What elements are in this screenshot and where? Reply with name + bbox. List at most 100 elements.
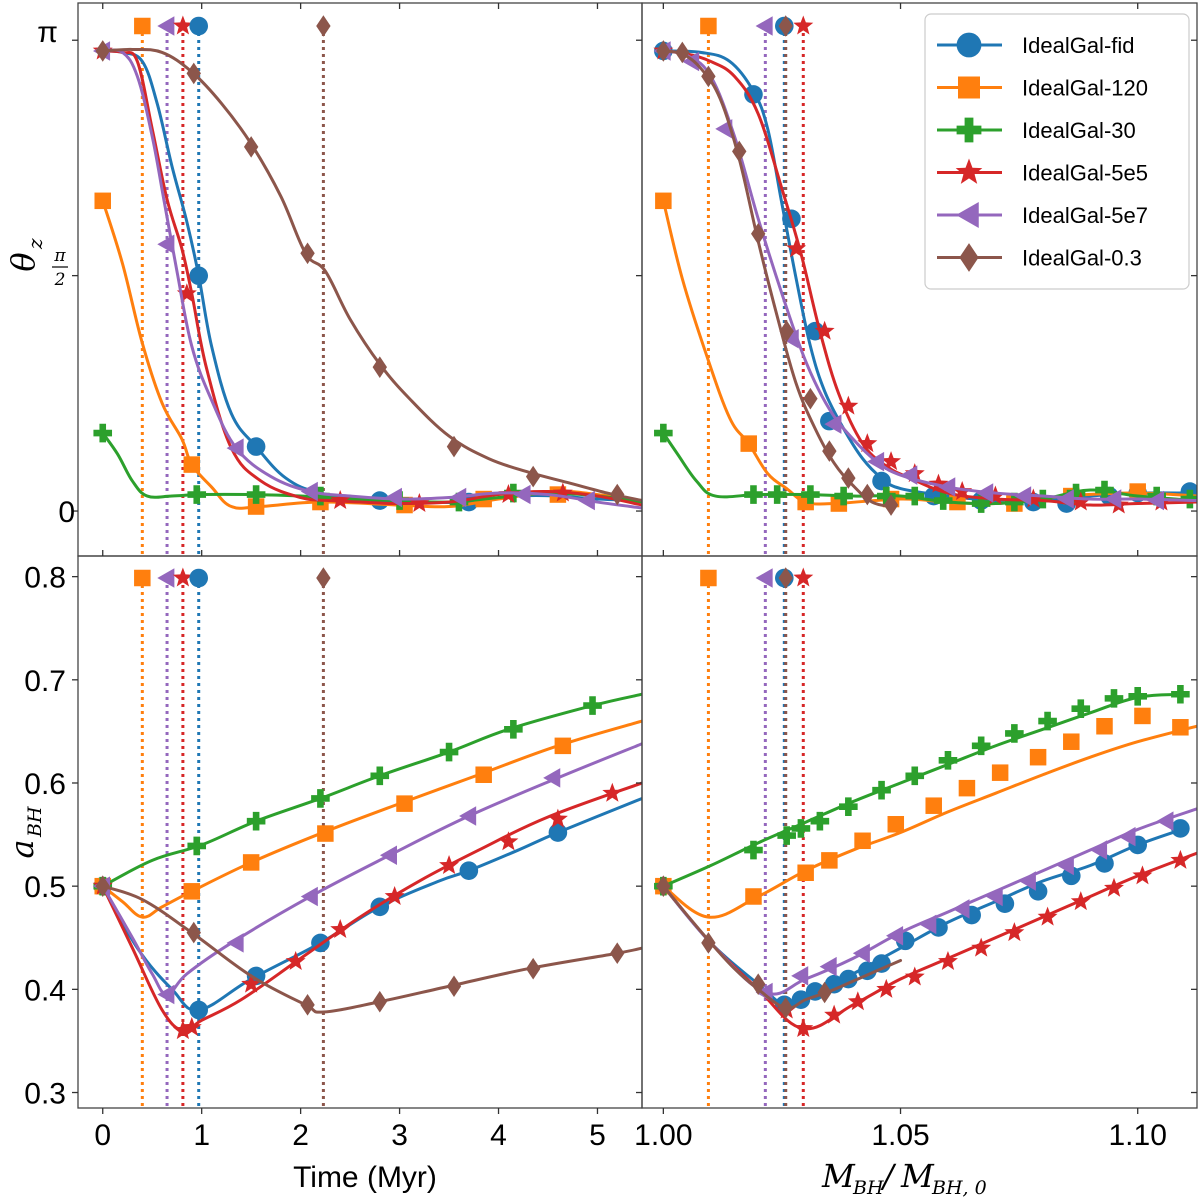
xlabel-mass-slash: /: [880, 1157, 897, 1195]
data-point-r30: [1038, 711, 1057, 731]
ytick-label-zero: 0: [58, 496, 75, 529]
series-line-r30: [661, 431, 1197, 506]
data-point-r120: [1063, 733, 1080, 750]
data-point-m5e7: [577, 490, 595, 511]
mass-xtick-labels: 1.00 1.05 1.10: [634, 1119, 1167, 1152]
data-point-r30: [744, 840, 763, 860]
merge-marker-a03: [316, 567, 331, 589]
data-point-m5e7: [1056, 489, 1074, 509]
data-point-r120: [854, 832, 871, 850]
data-point-m5e5: [876, 978, 897, 998]
data-point-m5e7: [976, 483, 994, 503]
data-point-r30: [311, 789, 330, 808]
data-point-r120: [887, 816, 905, 833]
data-point-m5e7: [852, 943, 870, 963]
data-point-r30: [876, 486, 896, 506]
data-point-r30: [504, 720, 523, 739]
ytick-label: 0.5: [24, 871, 66, 904]
data-point-fid: [744, 85, 763, 104]
data-point-a03: [186, 62, 201, 85]
data-point-r120: [317, 825, 334, 842]
data-point-m5e5: [330, 919, 351, 938]
data-point-m5e5: [928, 473, 949, 493]
data-point-fid: [189, 1000, 209, 1020]
time-xtick-labels: 0 1 2 3 4 5: [94, 1119, 605, 1152]
data-point-r120: [475, 766, 492, 783]
data-point-fid: [246, 437, 266, 456]
legend-item: IdealGal-30: [937, 117, 1136, 143]
data-point-r30: [1171, 684, 1190, 704]
data-point-m5e7: [543, 768, 561, 788]
legend-marker: [956, 117, 982, 143]
data-point-m5e7: [1056, 855, 1074, 876]
data-point-r30: [791, 819, 811, 838]
data-point-m5e7: [900, 465, 918, 485]
data-point-m5e5: [847, 991, 868, 1011]
data-point-m5e5: [786, 238, 807, 258]
merge-marker-m5e5: [793, 567, 814, 587]
data-point-r30: [905, 766, 925, 786]
data-point-r30: [1066, 483, 1086, 503]
data-point-m5e7: [1018, 871, 1036, 891]
series-line-r120: [101, 719, 642, 919]
data-point-m5e5: [1170, 849, 1191, 869]
legend-label: IdealGal-120: [1022, 76, 1148, 101]
data-point-r30: [872, 780, 891, 800]
ylabel-a-bh: a BH: [3, 806, 46, 859]
data-point-a03: [751, 973, 766, 995]
data-point-r120: [1096, 717, 1113, 735]
merge-marker-m5e7: [755, 568, 773, 588]
data-point-m5e5: [176, 283, 197, 303]
legend-item: IdealGal-5e5: [937, 158, 1148, 186]
data-point-r30: [1071, 699, 1091, 719]
data-point-m5e5: [241, 973, 262, 993]
merge-marker-a03: [316, 15, 331, 37]
data-point-r120: [247, 498, 265, 515]
merge-marker-fid: [189, 568, 209, 588]
merge-marker-m5e7: [157, 16, 175, 36]
data-point-m5e7: [379, 845, 397, 865]
merge-marker-m5e5: [172, 15, 193, 35]
data-point-r30: [777, 826, 796, 845]
data-point-m5e5: [1004, 922, 1025, 942]
series-line-m5e7: [101, 742, 642, 996]
data-point-m5e5: [498, 831, 519, 851]
data-point-r30: [933, 491, 953, 510]
data-point-r30: [187, 836, 207, 856]
ytick-label: 0.4: [24, 974, 66, 1007]
data-point-r30: [1104, 689, 1124, 708]
data-point-r30: [439, 742, 459, 762]
panel-spin-vs-mass: [641, 555, 1198, 1109]
data-point-a03: [525, 465, 541, 488]
legend-label: IdealGal-5e7: [1022, 203, 1148, 228]
xtick-label: 2: [292, 1119, 309, 1152]
data-point-r120: [925, 797, 942, 814]
data-point-m5e5: [547, 808, 568, 828]
data-point-a03: [841, 467, 856, 489]
data-point-a03: [701, 932, 716, 954]
data-point-r30: [654, 423, 673, 443]
merge-marker-r120: [134, 569, 151, 587]
xtick-label: 3: [391, 1119, 408, 1152]
data-point-m5e7: [824, 414, 842, 434]
legend-marker: [958, 76, 980, 99]
data-point-r120: [1172, 719, 1189, 736]
data-point-a03: [778, 997, 793, 1019]
ytick-label: 0.6: [24, 768, 66, 801]
xlabel-mass-main: M: [821, 1157, 856, 1195]
data-point-fid: [1171, 819, 1190, 838]
data-point-r120: [183, 456, 201, 473]
data-point-a03: [243, 136, 259, 158]
merge-marker-r120: [134, 17, 151, 35]
data-point-r120: [396, 795, 413, 812]
data-point-r120: [655, 192, 672, 210]
data-point-a03: [610, 942, 625, 965]
half-pi-denominator: 2: [54, 270, 66, 290]
data-point-m5e5: [602, 782, 623, 802]
data-point-m5e5: [1132, 865, 1153, 885]
data-point-r120: [94, 192, 111, 210]
data-point-m5e7: [682, 51, 700, 72]
data-point-a03: [186, 921, 201, 944]
data-point-m5e7: [384, 487, 402, 508]
data-point-r30: [370, 766, 390, 786]
